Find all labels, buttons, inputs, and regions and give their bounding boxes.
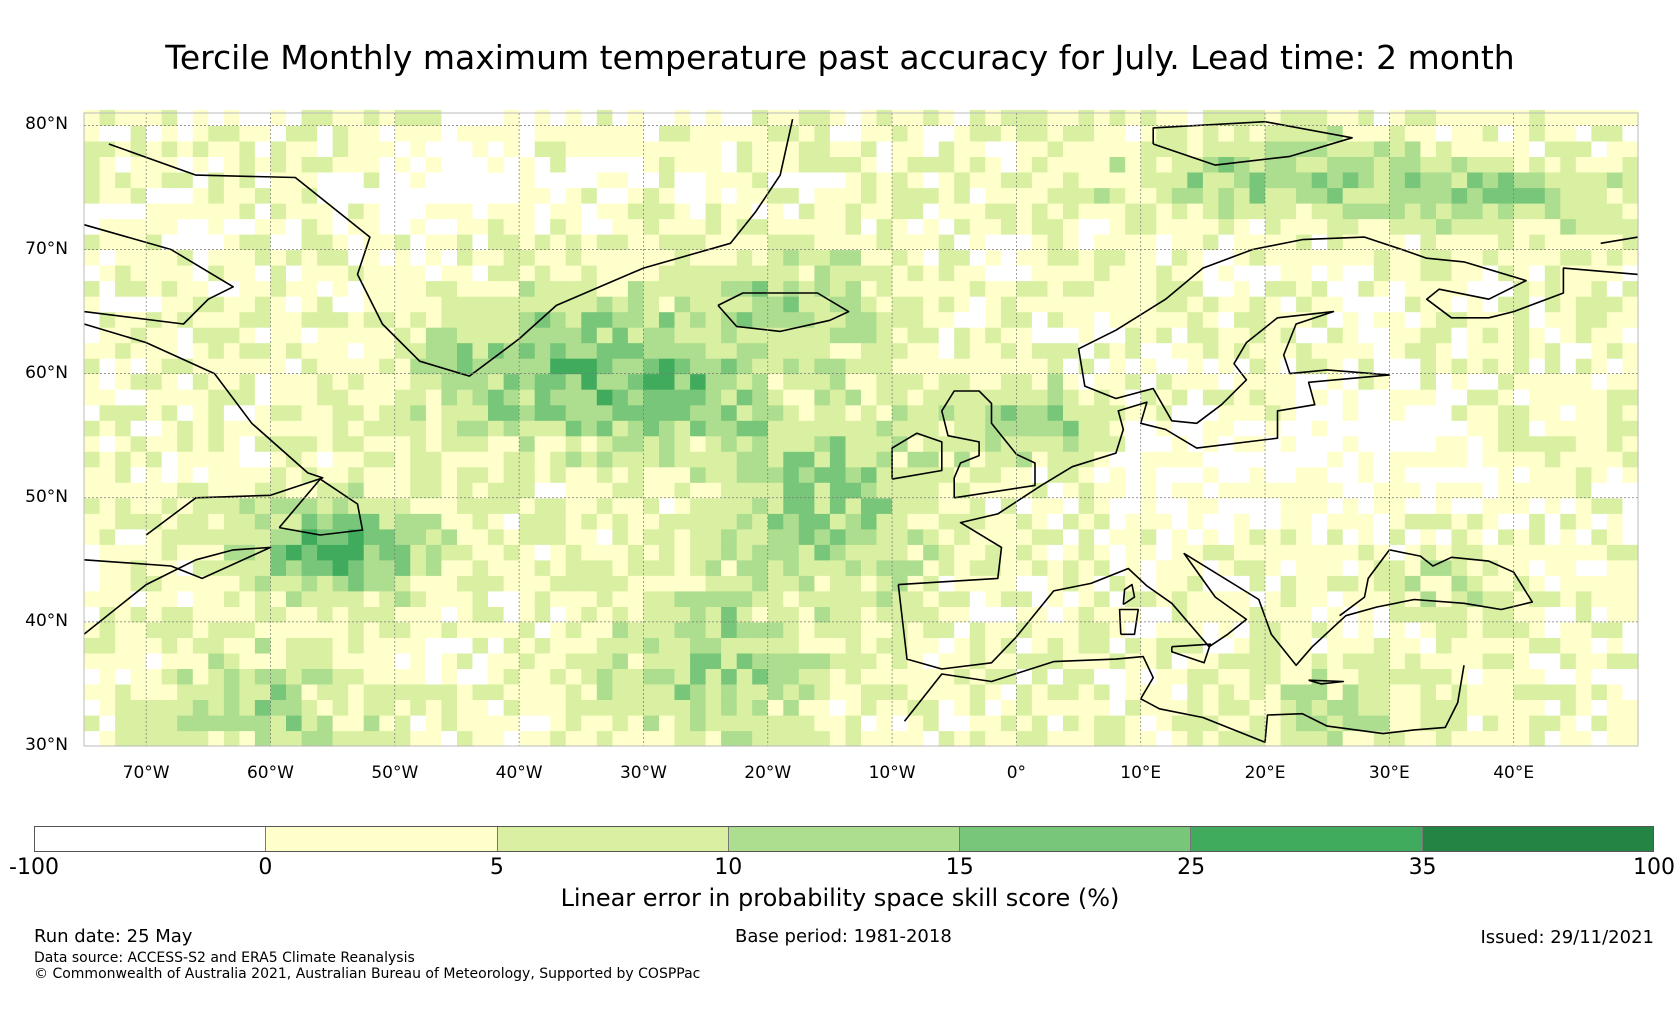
colorbar-tick-label: 100 xyxy=(1633,855,1675,880)
colorbar-tick-label: 25 xyxy=(1177,855,1206,880)
longitude-label: 20°W xyxy=(744,763,792,783)
newfoundland-coast xyxy=(278,478,364,536)
longitude-label: 30°W xyxy=(619,763,667,783)
longitude-label: 50°W xyxy=(371,763,419,783)
crete-coast xyxy=(1308,679,1345,685)
latitude-label: 70°N xyxy=(25,238,68,259)
copyright: © Commonwealth of Australia 2021, Austra… xyxy=(34,966,701,982)
latitude-label: 80°N xyxy=(25,114,68,135)
colorbar xyxy=(34,826,1654,852)
longitude-label: 10°W xyxy=(868,763,916,783)
greenland-coast xyxy=(108,119,794,377)
graticule xyxy=(84,113,1638,746)
colorbar-segment xyxy=(497,827,729,851)
colorbar-segment xyxy=(728,827,961,851)
coastlines xyxy=(83,119,1639,744)
longitude-label: 60°W xyxy=(246,763,294,783)
colorbar-segment xyxy=(1191,827,1423,851)
britain-coast xyxy=(940,390,1036,499)
novaya-zemlya-coast xyxy=(1600,236,1639,245)
latitude-label: 60°N xyxy=(25,362,68,383)
map-frame xyxy=(83,112,1639,747)
data-source: Data source: ACCESS-S2 and ERA5 Climate … xyxy=(34,950,415,966)
baffin-coast xyxy=(83,223,234,325)
colorbar-segment xyxy=(1422,827,1653,851)
skill-raster xyxy=(84,109,1639,747)
issued-date: Issued: 29/11/2021 xyxy=(1480,927,1654,948)
colorbar-tick-label: 15 xyxy=(945,855,974,880)
nova-scotia-coast xyxy=(83,546,272,635)
iceland-coast xyxy=(717,292,850,333)
longitude-label: 20°E xyxy=(1244,763,1286,783)
latitude-label: 30°N xyxy=(25,735,68,755)
labrador-coast xyxy=(83,323,324,536)
north-africa-coast xyxy=(903,655,1465,744)
longitude-label: 40°E xyxy=(1493,763,1535,783)
colorbar-tick-label: 35 xyxy=(1408,855,1437,880)
run-date: Run date: 25 May xyxy=(34,926,193,947)
colorbar-tick-label: 0 xyxy=(258,855,273,880)
colorbar-tick-label: 5 xyxy=(489,855,504,880)
longitude-label: 70°W xyxy=(122,763,170,783)
colorbar-tick-label: -100 xyxy=(9,855,59,880)
longitude-label: 30°E xyxy=(1368,763,1410,783)
sardinia-coast xyxy=(1118,608,1139,636)
base-period: Base period: 1981-2018 xyxy=(735,926,952,947)
colorbar-segment xyxy=(35,827,267,851)
longitude-label: 40°W xyxy=(495,763,543,783)
svalbard-coast xyxy=(1152,120,1353,166)
europe-coast xyxy=(897,549,1534,670)
colorbar-title: Linear error in probability space skill … xyxy=(560,884,1120,912)
map-title: Tercile Monthly maximum temperature past… xyxy=(165,38,1515,77)
atlantic-europe-coast xyxy=(898,236,1639,586)
colorbar-segment xyxy=(960,827,1192,851)
longitude-label: 0° xyxy=(1006,763,1027,783)
latitude-label: 50°N xyxy=(25,486,68,507)
sicily-coast xyxy=(1171,643,1212,664)
corsica-coast xyxy=(1122,583,1136,606)
longitude-label: 10°E xyxy=(1120,763,1162,783)
colorbar-tick-label: 10 xyxy=(714,855,743,880)
colorbar-segment xyxy=(266,827,498,851)
latitude-label: 40°N xyxy=(25,610,68,631)
